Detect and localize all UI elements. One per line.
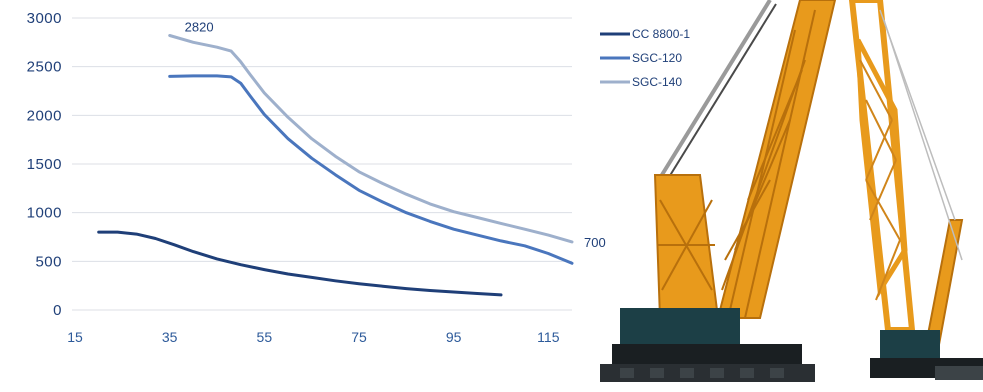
data-point <box>405 212 407 214</box>
legend-label: SGC-120 <box>632 51 682 65</box>
data-point <box>287 116 289 118</box>
data-point <box>263 269 265 271</box>
data-point <box>500 222 502 224</box>
y-tick-label: 1000 <box>27 205 62 222</box>
series-line-2 <box>168 74 574 265</box>
data-point <box>382 182 384 185</box>
data-point <box>311 276 313 278</box>
series-line-3 <box>168 34 574 244</box>
data-point <box>240 82 242 84</box>
data-point <box>169 34 171 37</box>
data-point <box>453 291 455 293</box>
data-point <box>429 220 431 223</box>
x-tick-label: 115 <box>537 329 560 345</box>
data-point <box>311 157 313 159</box>
y-tick-label: 0 <box>53 302 62 319</box>
data-point <box>230 76 232 78</box>
y-tick-label: 2000 <box>27 107 62 124</box>
x-tick-label: 55 <box>257 329 273 345</box>
data-point <box>173 244 175 246</box>
data-point <box>358 283 360 285</box>
data-point <box>524 245 526 247</box>
data-point <box>453 211 455 213</box>
data-label: 2820 <box>185 20 214 35</box>
data-point <box>547 234 549 236</box>
x-tick-label: 15 <box>67 329 83 345</box>
data-point <box>453 228 455 230</box>
data-point <box>98 231 100 233</box>
series-line-1 <box>97 230 503 297</box>
data-point <box>192 251 194 253</box>
gridlines <box>72 17 572 311</box>
data-point <box>154 237 157 240</box>
data-label: 700 <box>584 235 606 250</box>
data-point <box>334 280 336 282</box>
y-tick-label: 3000 <box>27 10 62 27</box>
data-point <box>429 203 431 205</box>
legend: CC 8800-1 SGC-120 SGC-140 <box>600 27 690 89</box>
data-point <box>240 264 242 266</box>
data-point <box>263 92 265 94</box>
legend-label: CC 8800-1 <box>632 27 690 41</box>
data-point <box>216 75 218 77</box>
data-point <box>500 294 502 296</box>
data-point <box>382 285 384 287</box>
data-point <box>429 289 431 292</box>
data-point <box>358 189 360 191</box>
data-point <box>192 41 194 43</box>
data-point <box>334 155 336 157</box>
data-point <box>358 171 360 173</box>
data-point <box>287 138 289 140</box>
x-tick-label: 35 <box>162 329 178 345</box>
data-point <box>382 201 384 203</box>
y-tick-label: 2500 <box>27 59 62 76</box>
y-tick-label: 1500 <box>27 156 62 173</box>
annotations: 2820 700 <box>185 20 606 250</box>
data-point <box>571 241 573 243</box>
data-point <box>192 75 194 77</box>
data-point <box>311 138 313 140</box>
y-axis: 0 500 1000 1500 2000 2500 3000 <box>27 10 62 319</box>
legend-label: SGC-140 <box>632 75 682 89</box>
data-point <box>405 287 407 290</box>
data-point <box>216 258 218 260</box>
data-point <box>476 216 478 219</box>
x-tick-label: 95 <box>446 329 462 345</box>
data-point <box>263 113 265 115</box>
data-point <box>287 273 289 275</box>
data-point <box>524 228 526 230</box>
data-point <box>135 233 138 235</box>
data-point <box>476 292 478 295</box>
data-point <box>240 61 242 63</box>
data-point <box>547 252 549 255</box>
data-point <box>216 46 218 48</box>
data-point <box>169 75 171 77</box>
data-point <box>334 174 336 176</box>
crane-photo <box>600 0 983 382</box>
data-point <box>405 193 407 195</box>
data-point <box>249 73 251 76</box>
data-point <box>230 50 232 52</box>
y-tick-label: 500 <box>35 253 62 270</box>
plot-lines <box>97 34 574 297</box>
data-point <box>500 240 502 242</box>
data-point <box>571 262 573 264</box>
x-axis: 15 35 55 75 95 115 <box>67 329 559 345</box>
data-point <box>117 231 119 233</box>
data-point <box>249 95 251 97</box>
x-tick-label: 75 <box>351 329 367 345</box>
data-point <box>476 234 478 236</box>
